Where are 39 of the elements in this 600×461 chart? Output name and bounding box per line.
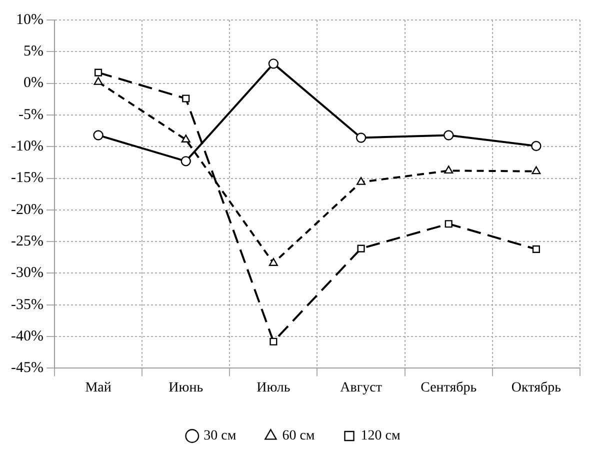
legend-label: 30 см: [204, 428, 236, 444]
y-tick-label: -10%: [10, 138, 44, 155]
y-tick-label: -45%: [10, 360, 44, 376]
point: [444, 130, 454, 140]
point: [531, 140, 542, 152]
point: [181, 134, 190, 143]
y-tick-label: -30%: [10, 265, 44, 282]
y-tick-label: -20%: [10, 202, 44, 218]
point: [356, 132, 366, 143]
point: [94, 68, 102, 76]
point: [180, 156, 191, 166]
point: [93, 130, 104, 140]
point: [182, 94, 190, 102]
x-tick-label: Июль: [256, 380, 290, 396]
legend-label: 120 см: [360, 428, 400, 444]
x-tick-label: Май: [85, 380, 112, 396]
y-tick-label: 5%: [23, 44, 44, 60]
x-tick-label: Сентябрь: [420, 380, 477, 396]
point: [444, 220, 452, 228]
legend-label: 60 см: [282, 428, 315, 444]
y-tick-label: -5%: [18, 106, 44, 123]
y-tick-label: -15%: [10, 170, 44, 186]
y-tick-label: -35%: [10, 296, 44, 313]
x-tick-label: Октябрь: [511, 380, 562, 396]
point: [268, 258, 278, 266]
y-tick-label: 0%: [23, 75, 44, 92]
point: [444, 166, 454, 174]
point: [532, 245, 540, 253]
point: [357, 244, 365, 252]
point: [94, 76, 103, 85]
y-tick-label: -40%: [10, 328, 44, 344]
x-tick-label: Июнь: [168, 380, 204, 396]
point: [268, 58, 279, 69]
point: [356, 176, 366, 185]
point: [532, 166, 541, 174]
y-tick-label: 10%: [16, 12, 44, 28]
x-tick-label: Август: [340, 380, 382, 396]
point: [270, 338, 278, 346]
y-tick-label: -25%: [10, 234, 44, 250]
